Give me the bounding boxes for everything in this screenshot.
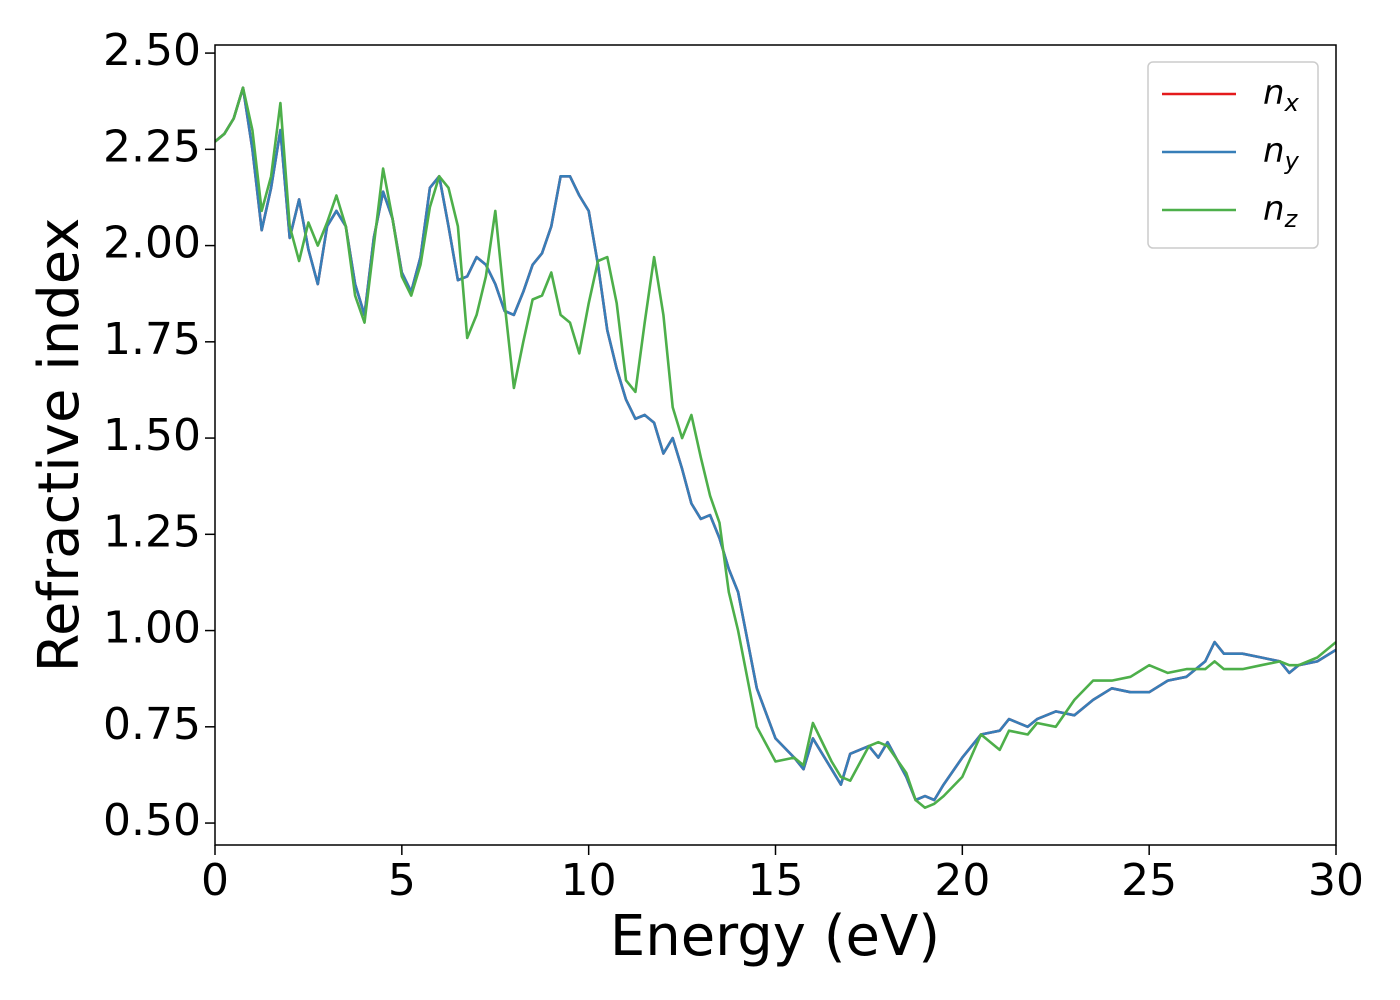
legend-box: [1147, 61, 1319, 249]
legend-label: nx: [1263, 73, 1300, 118]
x-axis-label: Energy (eV): [610, 904, 940, 969]
plot-frame: [214, 44, 1337, 846]
y-tick-label: 1.50: [103, 410, 201, 461]
y-tick-label: 0.75: [103, 699, 201, 750]
x-tick-label: 0: [201, 855, 229, 906]
x-tick-label: 30: [1308, 855, 1364, 906]
x-tick-label: 10: [561, 855, 617, 906]
legend-label: ny: [1263, 131, 1300, 176]
y-axis-label: Refractive index: [27, 218, 92, 673]
y-tick-label: 2.25: [103, 121, 201, 172]
series-line: [215, 86, 1336, 809]
y-tick-label: 1.00: [103, 603, 201, 654]
x-tick-label: 20: [934, 855, 990, 906]
y-tick-label: 1.25: [103, 506, 201, 557]
y-tick-label: 2.50: [103, 25, 201, 76]
legend-label: nz: [1263, 189, 1299, 234]
x-tick-label: 15: [748, 855, 804, 906]
y-tick-label: 1.75: [103, 314, 201, 365]
x-tick-label: 5: [388, 855, 416, 906]
y-tick-label: 0.50: [103, 795, 201, 846]
x-tick-label: 25: [1121, 855, 1177, 906]
y-tick-label: 2.00: [103, 218, 201, 269]
